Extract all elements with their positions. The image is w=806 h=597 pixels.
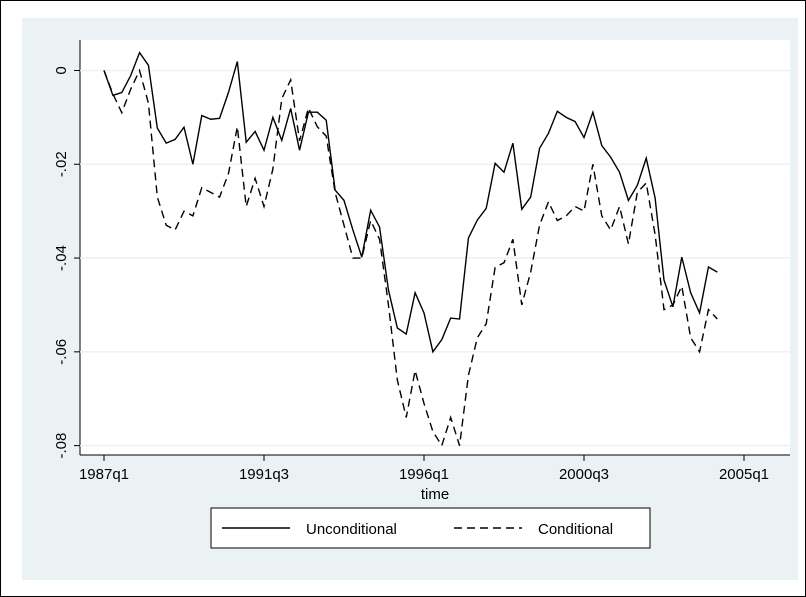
- y-tick-label: -.08: [53, 433, 70, 459]
- series-line: [103, 51, 718, 354]
- x-tick-label: 1996q1: [399, 466, 449, 483]
- y-tick-label: -.04: [53, 245, 70, 271]
- legend-label: Unconditional: [306, 521, 397, 538]
- legend-label: Conditional: [538, 521, 613, 538]
- x-tick-label: 1987q1: [79, 466, 129, 483]
- y-tick-label: -.06: [53, 339, 70, 365]
- x-tick-label: 2005q1: [719, 466, 769, 483]
- x-tick-label: 2000q3: [559, 466, 609, 483]
- plot-region: [80, 40, 790, 455]
- x-tick-label: 1991q3: [239, 466, 289, 483]
- y-tick-label: -.02: [53, 151, 70, 177]
- x-axis-label: time: [421, 486, 449, 503]
- y-tick-label: 0: [53, 66, 70, 74]
